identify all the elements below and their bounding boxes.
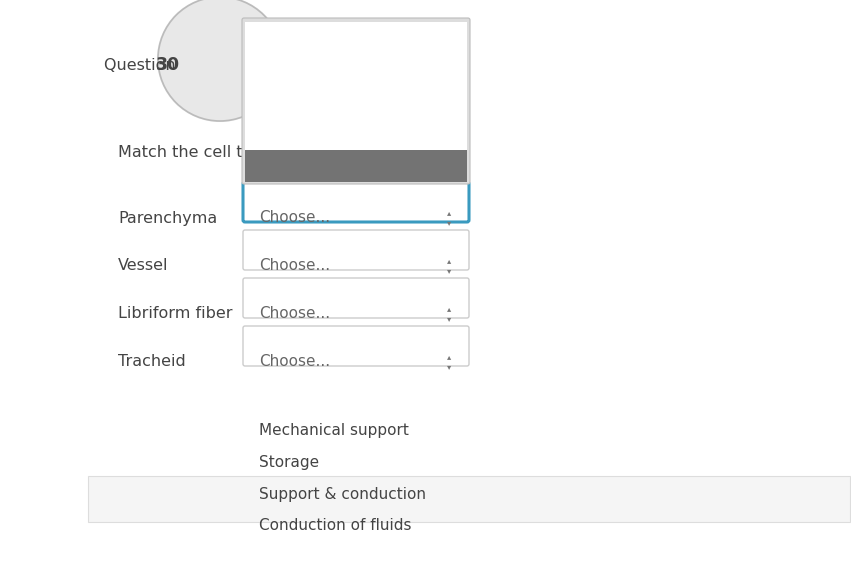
Text: ▴: ▴	[447, 352, 451, 362]
Text: ▴: ▴	[447, 209, 451, 218]
Circle shape	[158, 0, 282, 121]
FancyBboxPatch shape	[245, 22, 467, 54]
Text: Vessel: Vessel	[118, 258, 168, 274]
Text: Choose...: Choose...	[259, 355, 330, 369]
Text: Question: Question	[104, 58, 180, 73]
FancyBboxPatch shape	[88, 476, 850, 522]
FancyBboxPatch shape	[243, 182, 469, 222]
Text: Storage: Storage	[259, 455, 319, 469]
Text: Choose...: Choose...	[259, 390, 330, 406]
Text: Choose...: Choose...	[259, 258, 330, 274]
Text: Libriform fiber: Libriform fiber	[118, 306, 232, 321]
FancyBboxPatch shape	[245, 150, 467, 182]
Text: ▾: ▾	[447, 267, 451, 275]
FancyBboxPatch shape	[245, 118, 467, 150]
Text: Choose...: Choose...	[259, 210, 330, 226]
Text: Conduction of fluids: Conduction of fluids	[259, 518, 412, 534]
Text: Match the cell type with its function:: Match the cell type with its function:	[118, 144, 412, 160]
Text: ▾: ▾	[447, 218, 451, 227]
FancyBboxPatch shape	[245, 54, 467, 86]
Text: Parenchyma: Parenchyma	[118, 210, 217, 226]
Text: ▴: ▴	[447, 257, 451, 266]
Text: ▾: ▾	[447, 315, 451, 324]
Text: ▾: ▾	[447, 363, 451, 372]
FancyBboxPatch shape	[243, 230, 469, 270]
FancyBboxPatch shape	[243, 326, 469, 366]
Text: Mechanical support: Mechanical support	[259, 422, 408, 438]
Text: Tracheid: Tracheid	[118, 355, 186, 369]
FancyBboxPatch shape	[243, 278, 469, 318]
Text: Support & conduction: Support & conduction	[259, 487, 426, 501]
Text: 30: 30	[156, 56, 180, 74]
FancyBboxPatch shape	[245, 86, 467, 118]
Text: ▴: ▴	[447, 305, 451, 314]
Text: Choose...: Choose...	[259, 306, 330, 321]
FancyBboxPatch shape	[242, 18, 470, 184]
